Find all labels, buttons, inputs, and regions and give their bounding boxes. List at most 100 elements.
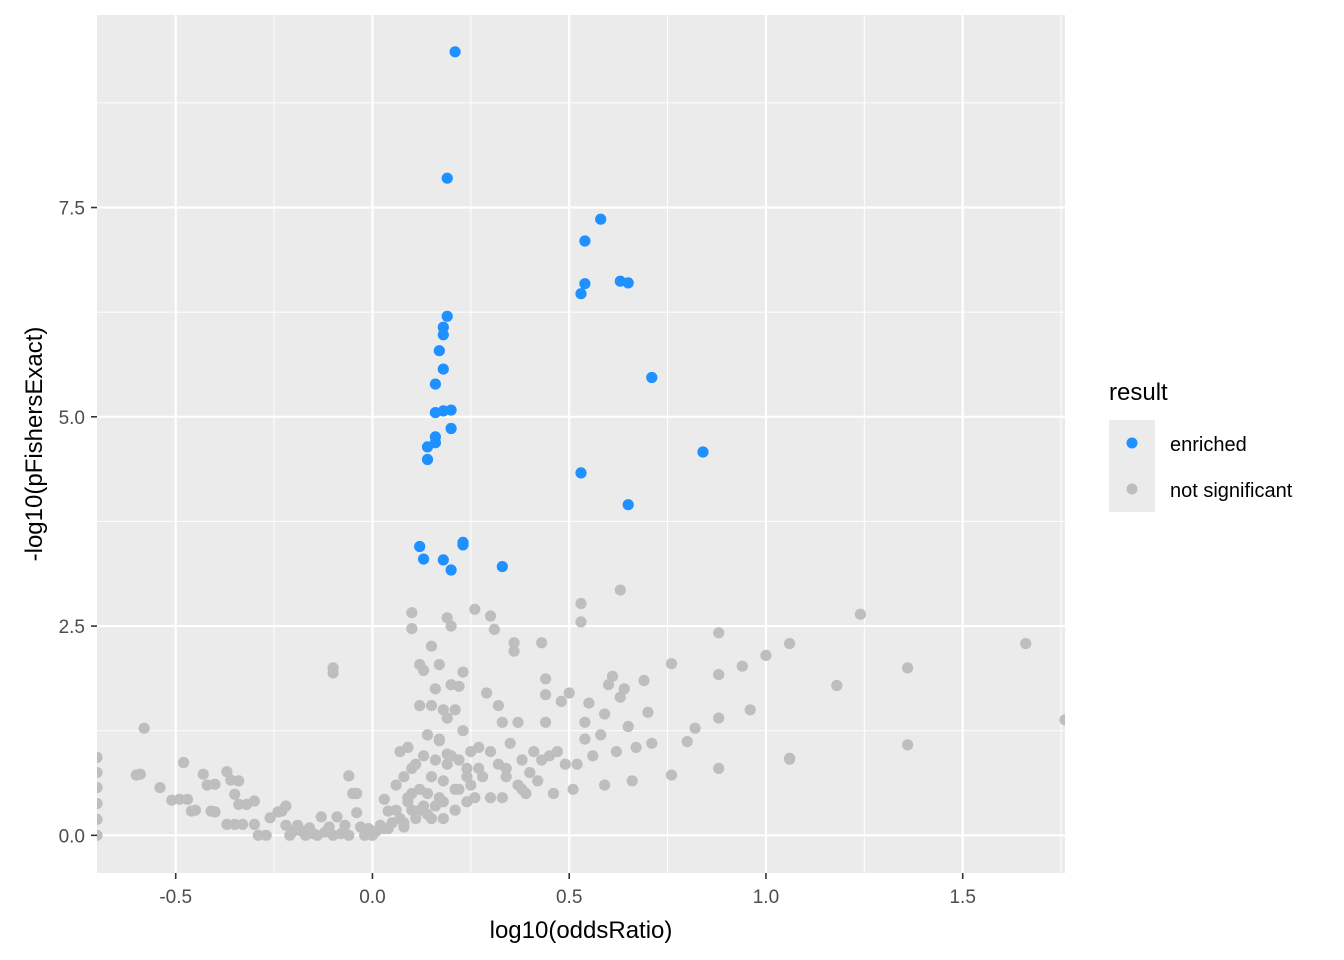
point-not-significant bbox=[496, 792, 508, 804]
point-not-significant bbox=[178, 756, 190, 769]
point-not-significant bbox=[406, 607, 418, 619]
point-enriched bbox=[445, 564, 457, 576]
point-not-significant bbox=[421, 808, 434, 821]
point-enriched bbox=[457, 539, 469, 551]
point-enriched bbox=[437, 329, 449, 341]
point-not-significant bbox=[602, 679, 615, 691]
point-not-significant bbox=[406, 623, 418, 635]
point-enriched bbox=[429, 378, 441, 390]
point-not-significant bbox=[595, 729, 607, 741]
point-not-significant bbox=[260, 829, 272, 841]
major-gridlines bbox=[97, 15, 1065, 873]
point-not-significant bbox=[713, 669, 725, 681]
point-not-significant bbox=[197, 768, 209, 780]
points-layer bbox=[97, 46, 1065, 841]
point-not-significant bbox=[484, 746, 497, 758]
point-not-significant bbox=[461, 762, 473, 775]
point-not-significant bbox=[614, 691, 626, 703]
point-not-significant bbox=[406, 787, 418, 800]
point-enriched bbox=[579, 278, 591, 290]
point-not-significant bbox=[343, 829, 355, 841]
point-not-significant bbox=[536, 637, 548, 649]
point-not-significant bbox=[599, 779, 611, 791]
point-not-significant bbox=[97, 751, 103, 764]
point-not-significant bbox=[744, 704, 756, 716]
point-not-significant bbox=[642, 706, 654, 718]
point-not-significant bbox=[248, 795, 260, 807]
point-not-significant bbox=[398, 821, 410, 833]
point-not-significant bbox=[516, 754, 528, 766]
legend-marker-not-significant bbox=[1126, 483, 1138, 495]
point-not-significant bbox=[449, 704, 461, 716]
point-not-significant bbox=[579, 716, 591, 728]
point-enriched bbox=[437, 363, 449, 375]
point-not-significant bbox=[571, 758, 583, 770]
point-enriched bbox=[429, 407, 441, 419]
point-not-significant bbox=[626, 775, 638, 787]
point-not-significant bbox=[622, 720, 634, 733]
point-not-significant bbox=[453, 754, 465, 766]
point-not-significant bbox=[237, 818, 249, 831]
point-not-significant bbox=[689, 722, 701, 734]
point-not-significant bbox=[469, 603, 481, 615]
point-not-significant bbox=[390, 804, 402, 816]
point-not-significant bbox=[229, 788, 241, 800]
point-not-significant bbox=[425, 700, 438, 712]
point-not-significant bbox=[410, 813, 422, 825]
point-not-significant bbox=[461, 771, 473, 783]
point-not-significant bbox=[410, 758, 422, 770]
point-not-significant bbox=[457, 666, 469, 678]
point-not-significant bbox=[555, 695, 567, 708]
x-axis: -0.5 0.0 0.5 1.0 1.5 bbox=[159, 873, 976, 908]
point-not-significant bbox=[551, 746, 564, 758]
point-not-significant bbox=[492, 700, 504, 712]
point-not-significant bbox=[713, 762, 725, 775]
point-not-significant bbox=[473, 741, 485, 754]
point-not-significant bbox=[406, 804, 418, 816]
point-not-significant bbox=[638, 674, 650, 687]
point-not-significant bbox=[327, 667, 339, 679]
point-not-significant bbox=[473, 762, 485, 775]
legend-label-enriched: enriched bbox=[1170, 434, 1247, 456]
x-tick-label: 0.5 bbox=[556, 887, 582, 908]
point-enriched bbox=[579, 235, 591, 247]
y-tick-label: 5.0 bbox=[59, 408, 85, 429]
point-not-significant bbox=[252, 829, 264, 841]
point-not-significant bbox=[599, 708, 611, 720]
point-not-significant bbox=[331, 811, 343, 823]
point-not-significant bbox=[528, 746, 540, 758]
point-not-significant bbox=[425, 771, 438, 783]
point-not-significant bbox=[469, 792, 481, 804]
point-not-significant bbox=[441, 612, 453, 624]
point-not-significant bbox=[441, 712, 453, 724]
point-not-significant bbox=[496, 716, 508, 728]
point-not-significant bbox=[500, 762, 512, 775]
point-enriched bbox=[445, 422, 457, 435]
point-not-significant bbox=[229, 818, 241, 831]
point-not-significant bbox=[630, 741, 642, 754]
point-not-significant bbox=[606, 670, 619, 682]
point-not-significant bbox=[524, 767, 536, 779]
point-not-significant bbox=[500, 771, 512, 783]
point-not-significant bbox=[665, 769, 678, 781]
point-not-significant bbox=[398, 771, 410, 783]
y-axis-title: -log10(pFishersExact) bbox=[21, 327, 48, 562]
point-enriched bbox=[449, 46, 461, 58]
point-not-significant bbox=[433, 659, 445, 671]
point-not-significant bbox=[484, 792, 497, 804]
point-not-significant bbox=[453, 783, 465, 795]
point-not-significant bbox=[209, 806, 221, 818]
point-not-significant bbox=[784, 753, 796, 765]
legend-label-not-significant: not significant bbox=[1170, 480, 1293, 502]
y-tick-label: 0.0 bbox=[59, 826, 85, 847]
point-not-significant bbox=[563, 687, 575, 699]
point-enriched bbox=[418, 553, 430, 565]
point-enriched bbox=[414, 540, 426, 553]
point-not-significant bbox=[181, 793, 194, 805]
point-not-significant bbox=[378, 793, 390, 805]
point-not-significant bbox=[1020, 638, 1032, 650]
point-enriched bbox=[433, 345, 445, 357]
point-not-significant bbox=[481, 687, 493, 699]
point-enriched bbox=[421, 441, 434, 453]
point-not-significant bbox=[351, 807, 363, 819]
